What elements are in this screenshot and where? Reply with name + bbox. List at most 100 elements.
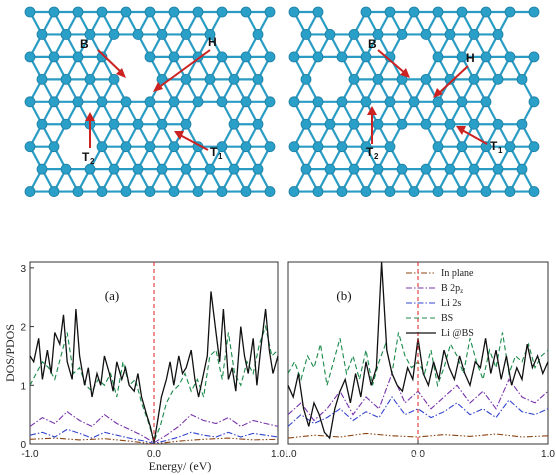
boron-atom [432,186,444,197]
legend-label: B 2pz [441,283,463,295]
boron-atom [204,73,216,85]
boron-atom [264,51,276,63]
boron-atom [180,73,192,85]
boron-atom [288,6,300,18]
boron-atom [456,51,468,63]
boron-atom [348,163,360,175]
boron-atom [192,186,204,197]
boron-atom [120,186,132,197]
atoms [24,6,276,197]
y-tick-label: 0 [20,440,26,451]
boron-atom [228,163,240,175]
boron-atom [432,6,444,18]
boron-atom [516,163,528,175]
label-T1-sub: 1 [498,146,503,155]
site-arrows [85,49,211,151]
boron-atom [36,163,48,175]
label-H: H [208,35,217,49]
boron-atom [408,96,420,108]
boron-atom [384,186,396,197]
boron-atom [288,186,300,197]
boron-atom [84,73,96,85]
boron-atom [216,186,228,197]
boron-atom [72,96,84,108]
boron-atom [288,51,300,63]
boron-atom [144,96,156,108]
boron-atom [444,29,456,40]
boron-atom [468,118,480,130]
boron-atom [456,96,468,108]
boron-atom [120,6,132,18]
boron-atom [456,6,468,18]
legend-label-sub: z [460,287,463,295]
boron-atom [48,141,60,153]
boron-atom [108,118,120,130]
boron-atom [432,51,444,63]
boron-atom [492,163,504,175]
boron-atom [468,29,480,40]
boron-atom [252,163,264,175]
boron-atom [216,96,228,108]
boron-atom [180,163,192,175]
arrow-T1 [179,134,209,151]
boron-atom [168,186,180,197]
arrow-B [377,49,407,75]
boron-atom [240,51,252,63]
boron-atom [324,29,336,40]
boron-atom [468,73,480,85]
boron-atom [60,163,72,175]
boron-atom [312,141,324,153]
boron-atom [204,163,216,175]
boron-atom [516,73,528,85]
boron-atom [240,96,252,108]
boron-atom [264,6,276,18]
boron-atom [240,186,252,197]
boron-atom [384,96,396,108]
boron-atom [144,51,156,63]
boron-atom [168,96,180,108]
boron-atom [372,73,384,85]
boron-atom [168,6,180,18]
boron-atom [84,163,96,175]
boron-atom [396,29,408,40]
boron-atom [480,6,492,18]
boron-atom [420,29,432,40]
boron-atom [528,186,540,197]
series-li2s [287,396,549,427]
boron-atom [252,29,264,40]
boron-atom [528,51,540,63]
boron-atom [336,141,348,153]
boron-atom [60,73,72,85]
boron-atom [24,96,36,108]
y-tick-label: 1 [20,381,26,392]
boron-atom [24,51,36,63]
boron-atom [108,73,120,85]
boron-atom [252,73,264,85]
boron-atom [372,118,384,130]
boron-atom [168,51,180,63]
boron-atom [528,96,540,108]
watermark: CSDN @哦哦～921 [408,451,514,465]
panel-label: (b) [336,288,351,303]
boron-atom [480,186,492,197]
label-B: B [368,37,377,51]
boron-atom [348,118,360,130]
boron-atom [180,29,192,40]
boron-atom [504,186,516,197]
boron-atom [468,163,480,175]
legend-label: BS [441,313,453,324]
boron-atom [324,118,336,130]
boron-atom [360,141,372,153]
boron-atom [144,186,156,197]
boron-atom [60,118,72,130]
x-axis-title: Energy/ (eV) [149,459,212,473]
boron-atom [216,141,228,153]
boron-atom [144,141,156,153]
arrow-B-head [400,68,410,78]
boron-atom [132,29,144,40]
boron-atom [96,96,108,108]
boron-atom [504,6,516,18]
boron-atom [192,6,204,18]
boron-atom [336,186,348,197]
boron-atom [372,163,384,175]
